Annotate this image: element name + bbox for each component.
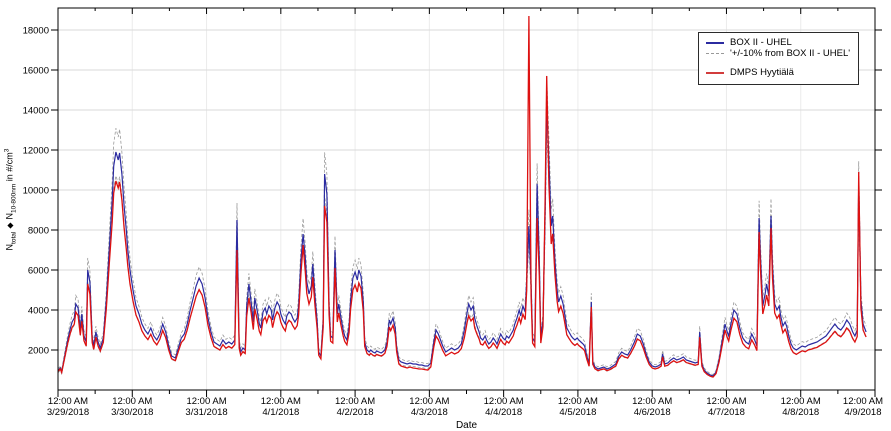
y-tick-label: 8000 [28, 226, 49, 237]
y-axis-title-base2: N [4, 212, 15, 220]
blue-line-swatch-icon [706, 41, 724, 44]
y-tick-label: 16000 [23, 66, 49, 77]
x-tick-date-label: 4/5/2018 [559, 407, 596, 418]
y-tick-label: 6000 [28, 266, 49, 277]
x-tick-time-label: 12:00 AM [48, 396, 88, 407]
series-lines [57, 15, 867, 378]
series-box-ii-uhel-line [57, 103, 867, 377]
y-tick-label: 4000 [28, 306, 49, 317]
x-tick-time-label: 12:00 AM [335, 396, 375, 407]
legend-item-box-ii-uhel: BOX II - UHEL [706, 37, 850, 48]
legend-label: '+/-10% from BOX II - UHEL' [730, 48, 851, 59]
y-axis-title-unit: in #/cm [4, 152, 15, 184]
x-tick-date-label: 4/9/2018 [845, 407, 882, 418]
y-axis-title: Ntotal◆N10-800nm in #/cm3 [3, 50, 18, 350]
diamond-icon: ◆ [5, 222, 15, 229]
x-tick-date-label: 3/30/2018 [111, 407, 153, 418]
x-tick-time-label: 12:00 AM [186, 396, 226, 407]
axis-ticks [51, 8, 882, 397]
x-tick-date-label: 4/6/2018 [634, 407, 671, 418]
x-tick-date-label: 4/2/2018 [337, 407, 374, 418]
gray-dashed-swatch-icon [706, 53, 724, 54]
x-tick-time-label: 12:00 AM [843, 396, 883, 407]
y-tick-label: 2000 [28, 346, 49, 357]
x-tick-time-label: 12:00 AM [409, 396, 449, 407]
legend-label: BOX II - UHEL [730, 37, 792, 48]
x-tick-date-label: 3/31/2018 [185, 407, 227, 418]
axis-tick-labels: 2000 4000 6000 8000 10000 12000 14000 16000 1800… [23, 26, 884, 431]
x-tick-time-label: 12:00 AM [484, 396, 524, 407]
y-tick-label: 18000 [23, 26, 49, 37]
x-axis-title: Date [456, 420, 478, 431]
y-tick-label: 14000 [23, 106, 49, 117]
y-axis-title-sup: 3 [3, 148, 11, 153]
legend-item-plusminus10: '+/-10% from BOX II - UHEL' [706, 48, 850, 59]
x-tick-date-label: 4/8/2018 [782, 407, 819, 418]
x-tick-date-label: 4/7/2018 [708, 407, 745, 418]
x-tick-time-label: 12:00 AM [781, 396, 821, 407]
y-tick-label: 10000 [23, 186, 49, 197]
legend-label: DMPS Hyytiälä [730, 67, 794, 78]
x-tick-time-label: 12:00 AM [706, 396, 746, 407]
y-axis-title-sub2: 10-800nm [10, 183, 18, 213]
series-dmps-hyytiala-line [57, 15, 867, 378]
x-tick-time-label: 12:00 AM [558, 396, 598, 407]
series-plus10-line [57, 75, 867, 376]
y-tick-label: 12000 [23, 146, 49, 157]
y-axis-title-base1: N [4, 243, 15, 251]
x-tick-time-label: 12:00 AM [261, 396, 301, 407]
x-tick-date-label: 4/1/2018 [262, 407, 299, 418]
gridlines [58, 8, 875, 390]
y-axis-title-sub1: total [10, 231, 18, 244]
x-tick-time-label: 12:00 AM [112, 396, 152, 407]
x-tick-time-label: 12:00 AM [632, 396, 672, 407]
legend-item-dmps-hyytiala: DMPS Hyytiälä [706, 67, 850, 78]
x-tick-date-label: 4/3/2018 [411, 407, 448, 418]
red-line-swatch-icon [706, 71, 724, 74]
legend: BOX II - UHEL '+/-10% from BOX II - UHEL… [698, 32, 860, 85]
x-tick-date-label: 3/29/2018 [47, 407, 89, 418]
x-tick-date-label: 4/4/2018 [485, 407, 522, 418]
